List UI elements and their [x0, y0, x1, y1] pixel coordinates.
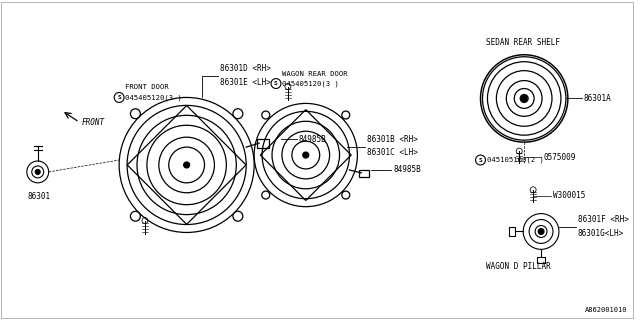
- Text: FRONT DOOR: FRONT DOOR: [125, 84, 169, 90]
- Circle shape: [184, 162, 189, 168]
- Circle shape: [35, 169, 40, 174]
- Text: W300015: W300015: [553, 191, 586, 200]
- Text: 86301E <LH>: 86301E <LH>: [220, 77, 271, 87]
- Circle shape: [538, 228, 544, 235]
- Text: 86301C <LH>: 86301C <LH>: [367, 148, 418, 157]
- Text: 86301A: 86301A: [584, 94, 611, 103]
- Text: WAGON REAR DOOR: WAGON REAR DOOR: [282, 71, 348, 76]
- Text: 86301: 86301: [28, 192, 51, 201]
- Text: 84985B: 84985B: [299, 135, 326, 144]
- Text: S: S: [479, 157, 483, 163]
- Text: 86301G<LH>: 86301G<LH>: [578, 228, 624, 237]
- Text: 045105160(2 ): 045105160(2 ): [488, 157, 545, 163]
- Text: S: S: [117, 95, 121, 100]
- Text: 86301B <RH>: 86301B <RH>: [367, 135, 418, 144]
- Text: 86301D <RH>: 86301D <RH>: [220, 64, 271, 73]
- Text: 84985B: 84985B: [393, 165, 421, 174]
- Text: S: S: [274, 81, 278, 86]
- Text: WAGON D PILLAR: WAGON D PILLAR: [486, 262, 551, 271]
- Circle shape: [303, 152, 308, 158]
- Text: 045405120(3 ): 045405120(3 ): [125, 94, 182, 101]
- Text: 86301F <RH>: 86301F <RH>: [578, 214, 628, 224]
- Text: A862001010: A862001010: [585, 307, 627, 313]
- Text: 0575009: 0575009: [543, 153, 575, 162]
- Text: FRONT: FRONT: [81, 118, 104, 127]
- Text: 045405120(3 ): 045405120(3 ): [282, 80, 339, 87]
- Text: SEDAN REAR SHELF: SEDAN REAR SHELF: [486, 38, 561, 47]
- Circle shape: [521, 95, 527, 101]
